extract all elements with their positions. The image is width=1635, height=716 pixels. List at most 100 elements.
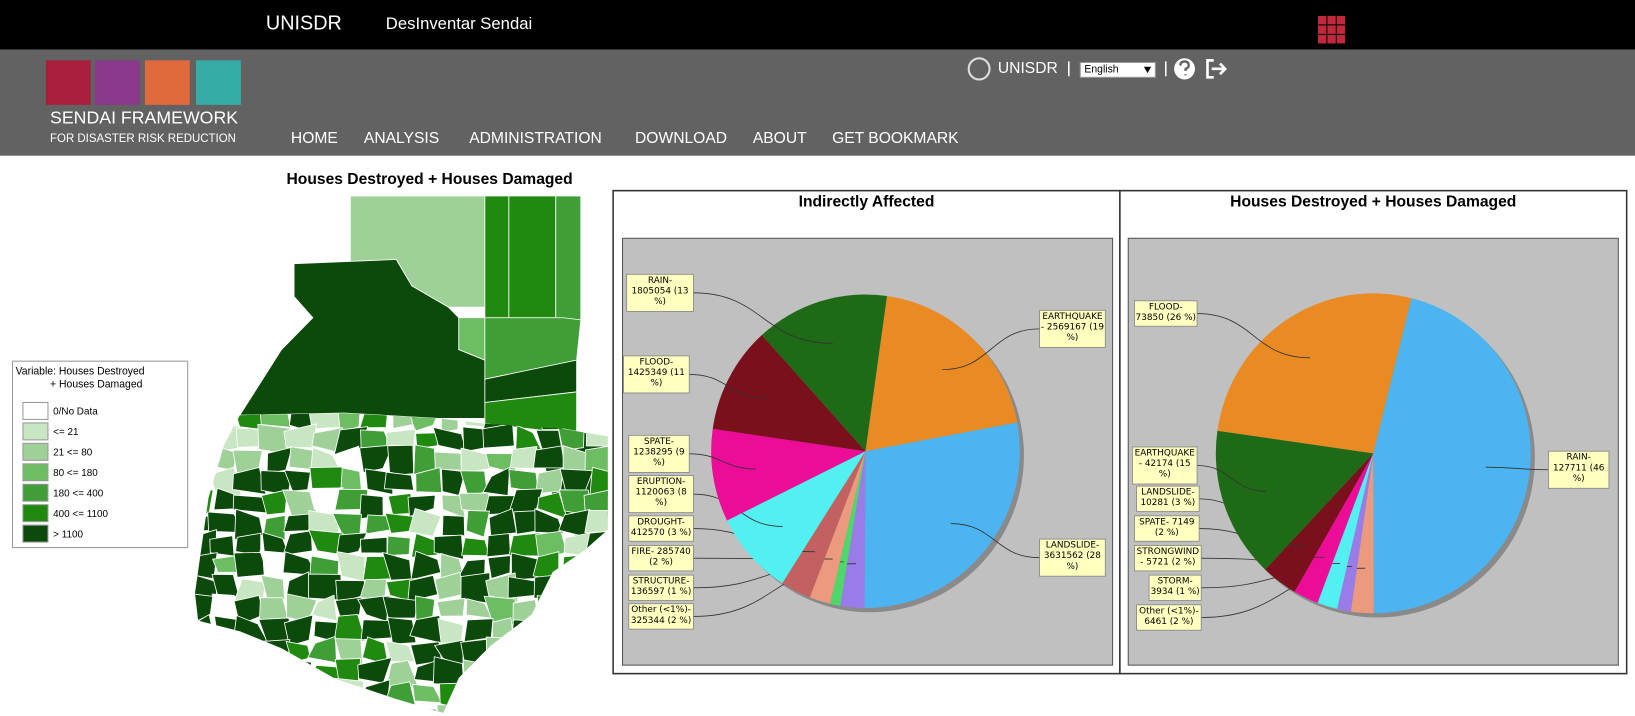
chart-panel: Indirectly Affected EARTHQUAKE - 2569167 … xyxy=(612,189,1121,675)
map-district xyxy=(284,660,312,689)
leader-line xyxy=(689,373,768,399)
map-district xyxy=(434,571,465,601)
nav-item[interactable]: ADMINISTRATION xyxy=(469,130,602,147)
data-label: FLOOD- 73850 (26 %) xyxy=(1135,301,1196,324)
label-box-text: STRONGWIND - 5721 (2 %) xyxy=(1136,546,1200,568)
data-label: LANDSLIDE- 10281 (3 %) xyxy=(1140,487,1196,509)
map-district xyxy=(533,445,566,469)
logo[interactable] xyxy=(45,60,241,105)
map-district xyxy=(589,466,608,498)
language-value: English xyxy=(1084,64,1118,76)
logo-subtitle: FOR DISASTER RISK REDUCTION xyxy=(50,133,236,145)
label-box xyxy=(628,545,694,572)
map-district xyxy=(537,640,564,668)
map-district xyxy=(588,579,608,602)
pie-slice xyxy=(864,422,1020,608)
app-name[interactable]: DesInventar Sendai xyxy=(386,14,532,33)
pie-slice xyxy=(830,451,866,606)
map-district xyxy=(236,685,260,702)
map-district xyxy=(311,594,338,622)
label-box xyxy=(628,574,694,601)
nav-item[interactable]: ABOUT xyxy=(753,130,807,147)
map-district xyxy=(283,469,311,492)
map-district xyxy=(484,683,519,709)
legend-swatch xyxy=(22,422,49,441)
map-district xyxy=(459,682,491,707)
help-icon[interactable] xyxy=(1174,58,1195,80)
map-district xyxy=(233,701,267,713)
pie-slice xyxy=(1215,430,1374,570)
map-district xyxy=(484,703,512,713)
map-district xyxy=(534,508,564,534)
nav-item[interactable]: HOME xyxy=(291,130,338,147)
map-district xyxy=(415,432,438,449)
map-district xyxy=(539,678,562,709)
map-district xyxy=(487,555,511,580)
map-district xyxy=(509,445,538,470)
legend-label: 80 <= 180 xyxy=(53,468,98,479)
map-district xyxy=(194,679,209,711)
map-legend-items: Variable: Houses Destroyed+ Houses Damag… xyxy=(16,366,145,543)
map-district xyxy=(283,614,314,647)
map-district xyxy=(585,554,608,582)
map-district xyxy=(313,680,344,705)
map-district xyxy=(262,657,293,681)
map-district xyxy=(282,530,313,556)
data-label: ERUPTION- 1120063 (8 %) xyxy=(635,476,687,509)
org-link[interactable]: UNISDR xyxy=(998,60,1058,77)
pie-slice xyxy=(1265,453,1374,592)
label-box xyxy=(628,475,694,514)
apps-icon[interactable] xyxy=(1318,15,1346,44)
map-district xyxy=(207,413,236,431)
data-label: Other (<1%)- 325344 (2 %) xyxy=(630,604,692,626)
map-district xyxy=(408,508,442,537)
map-district xyxy=(536,621,563,639)
map-district xyxy=(441,494,467,519)
map-district xyxy=(561,554,594,577)
map-district xyxy=(210,685,237,708)
logout-icon[interactable] xyxy=(1206,59,1228,79)
chart-title: Houses Destroyed + Houses Damaged xyxy=(1230,193,1516,210)
map-district xyxy=(486,533,511,558)
map-district xyxy=(207,702,240,713)
pie-slice xyxy=(1373,298,1531,614)
pie-slice xyxy=(1337,453,1374,612)
map-district xyxy=(441,514,466,537)
map-district xyxy=(359,413,389,429)
map-district xyxy=(533,574,566,599)
label-box xyxy=(1134,300,1198,327)
map-district xyxy=(412,683,443,704)
map-district xyxy=(584,509,608,533)
label-box-text: Other (<1%)- 325344 (2 %) xyxy=(630,604,692,626)
legend-label: 21 <= 80 xyxy=(53,448,93,459)
data-label: FLOOD- 1425349 (11 %) xyxy=(627,356,685,389)
map-district xyxy=(559,636,593,667)
map-districts xyxy=(194,413,608,713)
map-title: Houses Destroyed + Houses Damaged xyxy=(287,171,573,188)
map-district xyxy=(436,704,464,713)
charts: Indirectly Affected EARTHQUAKE - 2569167 … xyxy=(612,189,1628,675)
map-district xyxy=(432,426,467,452)
label-box-text: SPATE- 7149 (2 %) xyxy=(1139,516,1195,539)
chart-panel: Houses Destroyed + Houses Damaged RAIN- 1… xyxy=(1119,189,1628,675)
nav-item[interactable]: GET BOOKMARK xyxy=(832,130,959,147)
data-label: SPATE- 7149 (2 %) xyxy=(1139,516,1195,539)
map-district xyxy=(457,699,490,713)
label-box-text: RAIN- 127711 (46 %) xyxy=(1553,452,1604,484)
nav-item[interactable]: DOWNLOAD xyxy=(635,130,727,147)
label-box xyxy=(1148,574,1202,601)
nav-item[interactable]: ANALYSIS xyxy=(364,130,439,147)
label-box xyxy=(1136,485,1200,513)
label-box-text: SPATE- 1238295 (9 %) xyxy=(633,436,684,468)
data-label: DROUGHT- 412570 (3 %) xyxy=(630,516,692,539)
data-label: STRONGWIND - 5721 (2 %) xyxy=(1136,546,1200,568)
brand[interactable]: UNISDR xyxy=(266,13,342,35)
map-district xyxy=(536,595,569,624)
data-label: STRUCTURE- 136597 (1 %) xyxy=(630,576,692,598)
language-select[interactable]: English xyxy=(1079,61,1156,78)
legend-label: 180 <= 400 xyxy=(53,488,104,499)
top-bar xyxy=(0,0,1635,50)
map-district xyxy=(259,413,292,428)
map-district xyxy=(563,620,591,642)
map-district xyxy=(382,595,419,619)
